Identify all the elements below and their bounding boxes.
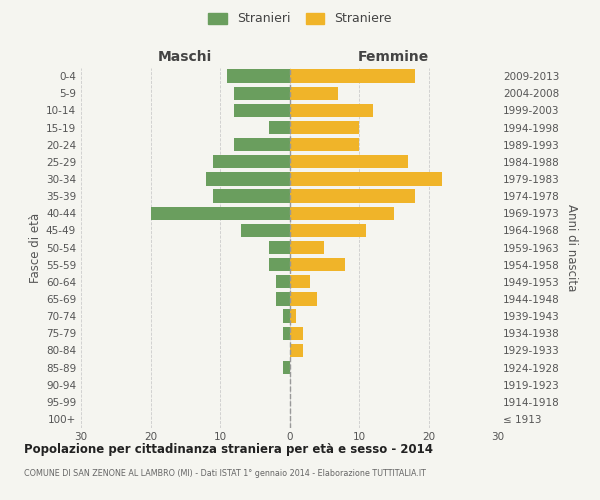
Bar [290,310,296,323]
Bar [290,138,359,151]
Y-axis label: Anni di nascita: Anni di nascita [565,204,578,291]
Bar [290,190,415,203]
Bar [290,326,304,340]
Bar [290,344,304,357]
Bar [269,258,290,272]
Bar [290,241,324,254]
Bar [290,224,366,237]
Bar [227,70,290,83]
Bar [269,241,290,254]
Bar [290,104,373,117]
Bar [213,190,290,203]
Bar [290,275,310,288]
Bar [234,104,290,117]
Bar [213,155,290,168]
Bar [290,292,317,306]
Bar [206,172,290,186]
Text: COMUNE DI SAN ZENONE AL LAMBRO (MI) - Dati ISTAT 1° gennaio 2014 - Elaborazione : COMUNE DI SAN ZENONE AL LAMBRO (MI) - Da… [24,468,426,477]
Bar [234,86,290,100]
Text: Femmine: Femmine [358,50,430,64]
Bar [290,206,394,220]
Legend: Stranieri, Straniere: Stranieri, Straniere [205,8,395,29]
Bar [275,292,290,306]
Bar [151,206,290,220]
Bar [290,86,338,100]
Bar [283,310,290,323]
Text: Maschi: Maschi [158,50,212,64]
Bar [290,70,415,83]
Bar [283,326,290,340]
Bar [290,121,359,134]
Y-axis label: Fasce di età: Fasce di età [29,212,42,282]
Bar [241,224,290,237]
Bar [290,155,407,168]
Bar [290,258,345,272]
Text: Popolazione per cittadinanza straniera per età e sesso - 2014: Popolazione per cittadinanza straniera p… [24,442,433,456]
Bar [234,138,290,151]
Bar [283,361,290,374]
Bar [269,121,290,134]
Bar [290,172,442,186]
Bar [275,275,290,288]
